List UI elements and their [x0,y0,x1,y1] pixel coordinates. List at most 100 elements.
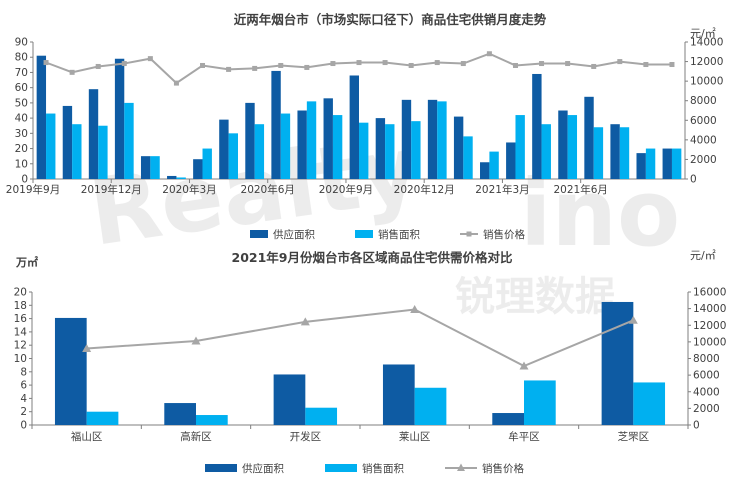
legend-label: 销售价格 [482,462,524,475]
supply-bar [401,99,412,179]
x-tick-label: 2020年9月 [319,183,373,196]
right-tick-label: 4000 [690,134,717,146]
bottom-chart-title: 2021年9月份烟台市各区域商品住宅供需价格对比 [232,250,513,265]
price-point [486,51,492,57]
x-tick-label: 2021年6月 [553,183,607,196]
right-tick-label: 8000 [690,95,717,107]
x-category-label: 牟平区 [508,430,540,443]
right-tick-label: 6000 [690,115,717,127]
sales-bar [150,156,160,179]
legend-swatch [325,464,357,472]
supply-bar [245,102,255,179]
sales-bar [593,127,604,179]
sales-bar [359,122,369,179]
price-point [434,60,440,66]
left-tick-label: 10 [14,353,27,365]
legend-swatch [250,230,268,238]
left-tick-label: 40 [15,113,28,125]
price-point [669,62,675,68]
supply-bar [273,374,306,425]
supply-bar [427,99,438,179]
sales-bar [541,124,551,179]
price-point [512,62,518,68]
x-category-label: 福山区 [71,430,103,443]
right-tick-label: 12000 [693,320,726,332]
sales-bar [671,148,682,179]
x-category-label: 芝罘区 [618,430,650,443]
sales-bar [72,124,82,179]
left-tick-label: 4 [20,393,27,405]
supply-bar [88,89,99,179]
price-point [382,60,388,66]
left-tick-label: 60 [15,82,28,94]
left-tick-label: 80 [15,52,28,64]
supply-bar [480,162,490,179]
sales-bar [254,124,265,179]
left-tick-label: 50 [15,97,28,109]
supply-bar [382,364,415,425]
supply-bar [558,110,568,179]
price-point [519,361,529,370]
supply-bar [167,175,177,179]
price-point [304,64,310,70]
supply-bar [453,116,464,179]
legend-label: 供应面积 [242,462,284,475]
top-right-unit: 元/㎡ [690,27,716,40]
price-line [86,308,634,368]
right-tick-label: 2000 [690,154,717,166]
left-tick-label: 70 [15,67,28,79]
price-point [278,62,284,68]
x-tick-label: 2019年12月 [81,183,142,196]
right-tick-label: 0 [693,420,700,432]
legend-swatch [205,464,237,472]
price-point [252,65,258,71]
left-tick-label: 30 [15,128,28,140]
sales-bar [98,125,108,179]
price-point [147,56,153,62]
x-category-label: 莱山区 [399,431,431,443]
price-point [408,62,414,68]
sales-bar [524,380,556,425]
right-tick-label: 10000 [693,336,726,348]
sales-bar [567,115,578,179]
right-tick-label: 16000 [693,287,726,299]
left-tick-label: 90 [15,37,28,49]
sales-bar [176,177,186,179]
legend-label: 销售价格 [483,228,525,241]
top-chart-title: 近两年烟台市（市场实际口径下）商品住宅供销月度走势 [234,12,547,27]
supply-bar [219,119,229,179]
supply-bar [297,110,307,179]
left-tick-label: 14 [14,326,28,338]
left-tick-label: 18 [14,300,27,312]
supply-bar [140,156,151,179]
supply-bar [610,124,620,179]
right-tick-label: 2000 [693,403,720,415]
x-tick-label: 2020年6月 [241,183,295,196]
supply-bar [375,118,386,179]
sales-bar [124,102,134,179]
watermark-cn: 锐理数据 [455,274,615,320]
price-point [591,63,597,69]
bottom-right-unit: 元/㎡ [690,249,716,262]
legend-label: 销售面积 [378,228,420,241]
price-point [191,336,201,345]
sales-bar [86,411,119,425]
left-tick-label: 10 [15,158,28,170]
left-tick-label: 6 [20,380,27,392]
supply-bar [601,301,634,425]
sales-bar [385,124,395,179]
supply-bar [662,148,672,179]
sales-bar [332,115,343,179]
x-tick-label: 2020年12月 [394,183,455,196]
price-point [565,61,571,67]
right-tick-label: 14000 [690,37,723,49]
left-tick-label: 20 [15,143,28,155]
price-point [643,62,649,68]
price-point [300,317,310,326]
sales-bar [196,415,228,425]
price-point [121,61,127,67]
x-category-label: 高新区 [180,430,212,443]
price-point [173,80,179,86]
